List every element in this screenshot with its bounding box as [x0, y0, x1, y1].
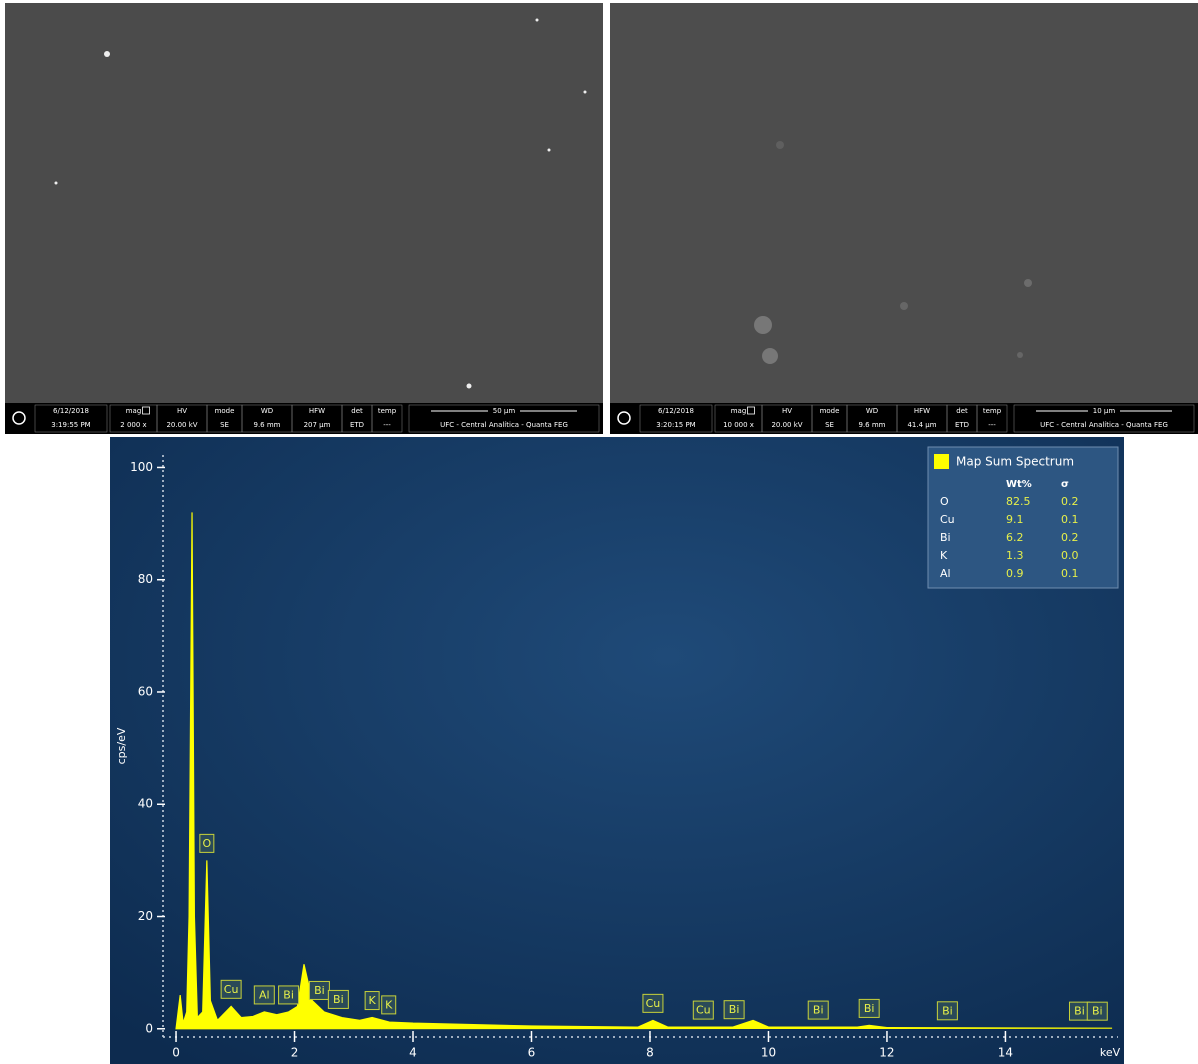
- info-label: WD: [866, 407, 878, 415]
- sem-image: [5, 3, 603, 403]
- legend-column-header: σ: [1061, 479, 1069, 490]
- x-tick-label: 12: [879, 1046, 894, 1060]
- info-value: 9.6 mm: [254, 421, 281, 429]
- peak-label: Bi: [333, 993, 344, 1006]
- info-time: 3:19:55 PM: [51, 421, 90, 429]
- info-time: 3:20:15 PM: [656, 421, 695, 429]
- peak-label: Bi: [1092, 1005, 1103, 1018]
- peak-label: Cu: [696, 1004, 711, 1017]
- peak-label: Cu: [224, 983, 239, 996]
- peak-label: Bi: [942, 1004, 953, 1017]
- legend-value: 9.1: [1006, 513, 1024, 526]
- info-label: mode: [820, 407, 840, 415]
- info-value: 20.00 kV: [166, 421, 197, 429]
- info-value: 9.6 mm: [859, 421, 886, 429]
- page: cps/eV keV 6/12/2018 3:19:55 PM mag 2 000 x…: [0, 0, 1198, 1064]
- legend-value: 0.9: [1006, 567, 1024, 580]
- y-tick-label: 100: [130, 460, 153, 474]
- info-value: ETD: [350, 421, 364, 429]
- info-label: HFW: [309, 407, 325, 415]
- peak-label: O: [203, 837, 212, 850]
- info-label: mode: [215, 407, 235, 415]
- info-value: 2 000 x: [120, 421, 146, 429]
- scale-bar-label: 10 µm: [1093, 407, 1116, 415]
- y-tick-label: 60: [138, 684, 153, 698]
- legend-element: Cu: [940, 513, 955, 526]
- legend-swatch: [934, 454, 949, 469]
- peak-label: Bi: [1074, 1005, 1085, 1018]
- y-tick-label: 80: [138, 572, 153, 586]
- legend-element: K: [940, 549, 948, 562]
- info-value: 10 000 x: [723, 421, 754, 429]
- legend-value: 0.1: [1061, 513, 1079, 526]
- legend-value: 0.2: [1061, 495, 1079, 508]
- info-value: SE: [220, 421, 229, 429]
- info-label: temp: [983, 407, 1002, 415]
- peak-label: Bi: [314, 984, 325, 997]
- info-value: 207 µm: [304, 421, 331, 429]
- legend-value: 6.2: [1006, 531, 1024, 544]
- y-axis-label: cps/eV: [115, 727, 128, 764]
- legend-value: 0.1: [1061, 567, 1079, 580]
- legend-value: 82.5: [1006, 495, 1031, 508]
- info-label: HV: [782, 407, 792, 415]
- info-value: 20.00 kV: [771, 421, 802, 429]
- legend-element: Al: [940, 567, 951, 580]
- info-label: HFW: [914, 407, 930, 415]
- x-tick-label: 6: [528, 1046, 536, 1060]
- legend-element: Bi: [940, 531, 951, 544]
- peak-label: Bi: [813, 1004, 824, 1017]
- sem-image: [610, 3, 1198, 403]
- peak-label: Cu: [646, 997, 661, 1010]
- y-tick-label: 40: [138, 797, 153, 811]
- x-tick-label: 8: [646, 1046, 654, 1060]
- scale-bar-label: 50 µm: [493, 407, 516, 415]
- x-axis-label: keV: [1100, 1046, 1121, 1059]
- x-tick-label: 4: [409, 1046, 417, 1060]
- y-tick-label: 0: [145, 1021, 153, 1035]
- info-label: HV: [177, 407, 187, 415]
- legend-column-header: Wt%: [1006, 479, 1032, 490]
- info-date: 6/12/2018: [658, 407, 694, 415]
- info-label: mag: [731, 407, 747, 415]
- peak-label: K: [369, 994, 377, 1007]
- info-value: 41.4 µm: [907, 421, 936, 429]
- peak-label: K: [385, 998, 393, 1011]
- info-value: SE: [825, 421, 834, 429]
- x-tick-label: 14: [998, 1046, 1013, 1060]
- x-tick-label: 10: [761, 1046, 776, 1060]
- info-value: ---: [383, 421, 391, 429]
- peak-label: Bi: [864, 1002, 875, 1015]
- info-value: ETD: [955, 421, 969, 429]
- figure: cps/eV keV 6/12/2018 3:19:55 PM mag 2 000 x…: [0, 0, 1198, 1064]
- info-label: WD: [261, 407, 273, 415]
- y-tick-label: 20: [138, 909, 153, 923]
- facility: UFC - Central Analítica - Quanta FEG: [440, 421, 568, 429]
- info-date: 6/12/2018: [53, 407, 89, 415]
- peak-label: Bi: [283, 988, 294, 1001]
- info-label: det: [956, 407, 968, 415]
- legend-value: 1.3: [1006, 549, 1024, 562]
- x-tick-label: 2: [291, 1046, 299, 1060]
- legend-value: 0.2: [1061, 531, 1079, 544]
- info-value: ---: [988, 421, 996, 429]
- info-label: det: [351, 407, 363, 415]
- peak-label: Al: [259, 988, 270, 1001]
- legend-value: 0.0: [1061, 549, 1079, 562]
- legend-label: Map Sum Spectrum: [956, 455, 1074, 469]
- legend-element: O: [940, 495, 949, 508]
- info-label: temp: [378, 407, 397, 415]
- info-label: mag: [126, 407, 142, 415]
- facility: UFC - Central Analítica - Quanta FEG: [1040, 421, 1168, 429]
- x-tick-label: 0: [172, 1046, 180, 1060]
- peak-label: Bi: [729, 1003, 740, 1016]
